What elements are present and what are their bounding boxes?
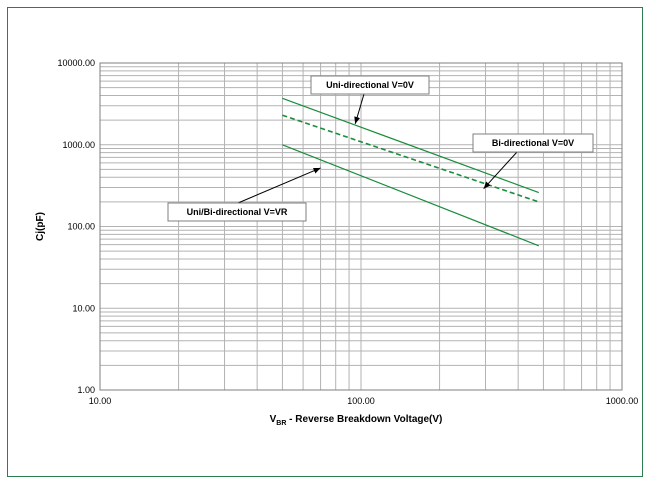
y-tick-label: 10.00 (72, 303, 95, 313)
annotation-box (472, 133, 594, 153)
annotation-label: Uni/Bi-directional V=VR (187, 207, 288, 217)
y-tick-label: 10000.00 (57, 58, 95, 68)
x-axis-title-rest: - Reverse Breakdown Voltage(V) (286, 414, 442, 425)
y-tick-label: 1000.00 (62, 140, 95, 150)
annotations: Uni-directional V=0V Bi-directional V=0V U… (167, 75, 594, 222)
annotation-arrow (483, 151, 518, 190)
y-tick-label: 100.00 (67, 222, 95, 232)
x-axis-title-subscript: BR (276, 420, 286, 427)
tick-labels: 10.00 100.00 1000.001.0010.00100.001000.00… (57, 58, 638, 406)
x-tick-label: 1000.00 (606, 396, 639, 406)
annotation-box (310, 75, 430, 95)
annotation-arrow (237, 167, 321, 204)
annotation-arrow (354, 93, 365, 125)
series-line-2 (282, 114, 540, 203)
annotation-label: Bi-directional V=0V (492, 138, 574, 148)
annotation-label: Uni-directional V=0V (326, 80, 414, 90)
annotation-box (167, 202, 307, 222)
y-tick-label: 1.00 (77, 385, 95, 395)
series-layer (282, 97, 540, 247)
series-line-3 (282, 144, 540, 247)
x-tick-label: 100.00 (347, 396, 375, 406)
x-tick-label: 10.00 (89, 396, 112, 406)
y-axis-title: Cj(pF) (35, 212, 46, 241)
x-axis-title-main: V (270, 414, 277, 425)
plot-area-border (99, 62, 623, 391)
grid-lines (100, 63, 622, 390)
x-axis-title: VBR - Reverse Breakdown Voltage(V) (270, 414, 443, 427)
series-line-1 (282, 97, 540, 194)
